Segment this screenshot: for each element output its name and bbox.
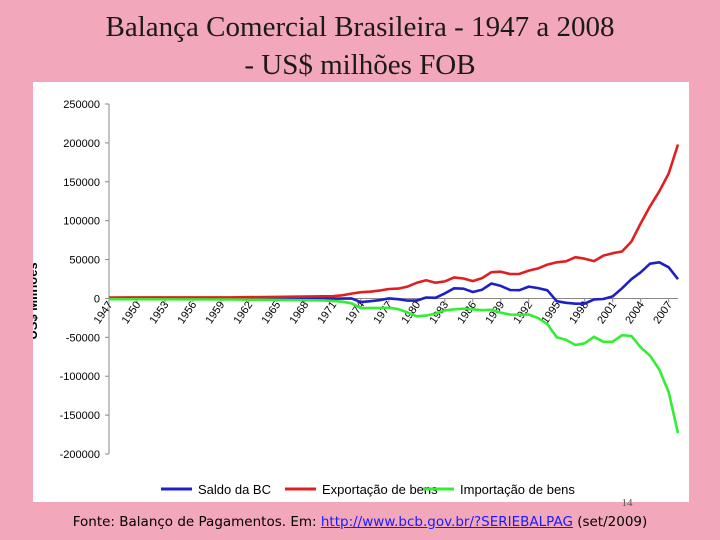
series-line-1 bbox=[109, 261, 680, 305]
x-tick-label: 1968 bbox=[287, 299, 311, 326]
y-tick-label: 0 bbox=[94, 293, 100, 305]
y-tick-label: 100000 bbox=[63, 216, 100, 228]
x-tick-label: 1953 bbox=[148, 299, 172, 326]
series-line-2 bbox=[108, 144, 680, 299]
y-tick-label: 250000 bbox=[63, 99, 100, 111]
x-tick-label: 1977 bbox=[371, 299, 395, 326]
y-tick-label: -200000 bbox=[60, 449, 100, 461]
x-tick-label: 2004 bbox=[623, 299, 647, 326]
x-tick-label: 1959 bbox=[204, 299, 228, 326]
x-tick-label: 1986 bbox=[455, 299, 479, 326]
y-tick-label: 50000 bbox=[69, 255, 100, 267]
chart-area: 250000 200000 150000 100000 50000 0 -50000 -100… bbox=[33, 82, 689, 502]
x-tick-label: 1965 bbox=[259, 299, 283, 326]
series-line-3 bbox=[108, 297, 680, 434]
slide-title-line1: Balança Comercial Brasileira - 1947 a 20… bbox=[105, 11, 615, 43]
y-axis-label: US$ Milhões bbox=[33, 262, 40, 339]
x-tick-label: 1971 bbox=[315, 299, 339, 326]
y-tick-label: 150000 bbox=[63, 177, 100, 189]
y-tick-label: 200000 bbox=[63, 138, 100, 150]
slide-title-line2: - US$ milhões FOB bbox=[244, 49, 476, 81]
legend-label-3: Importação de bens bbox=[460, 482, 575, 497]
source-link[interactable]: http://www.bcb.gov.br/?SERIEBALPAG bbox=[320, 514, 573, 530]
y-tick-label: -100000 bbox=[60, 371, 100, 383]
x-tick-label: 1992 bbox=[511, 299, 535, 326]
x-tick-label: 2007 bbox=[651, 299, 675, 326]
x-tick-label: 1962 bbox=[232, 299, 256, 326]
slide-title: Balança Comercial Brasileira - 1947 a 20… bbox=[0, 8, 720, 84]
page-number: 14 bbox=[621, 497, 633, 509]
legend-label-1: Saldo da BC bbox=[198, 482, 271, 497]
x-tick-label: 1950 bbox=[120, 299, 144, 326]
x-tick-label: 2001 bbox=[595, 299, 619, 326]
source-footer: Fonte: Balanço de Pagamentos. Em: http:/… bbox=[0, 514, 720, 530]
source-prefix: Fonte: Balanço de Pagamentos. Em: bbox=[72, 514, 321, 530]
line-chart: 250000 200000 150000 100000 50000 0 -50000 -100… bbox=[33, 99, 680, 497]
source-suffix: (set/2009) bbox=[572, 514, 648, 530]
y-tick-label: -150000 bbox=[60, 410, 100, 422]
y-tick-label: -50000 bbox=[66, 332, 100, 344]
legend-label-2: Exportação de bens bbox=[322, 482, 438, 497]
x-tick-label: 1956 bbox=[176, 299, 200, 326]
